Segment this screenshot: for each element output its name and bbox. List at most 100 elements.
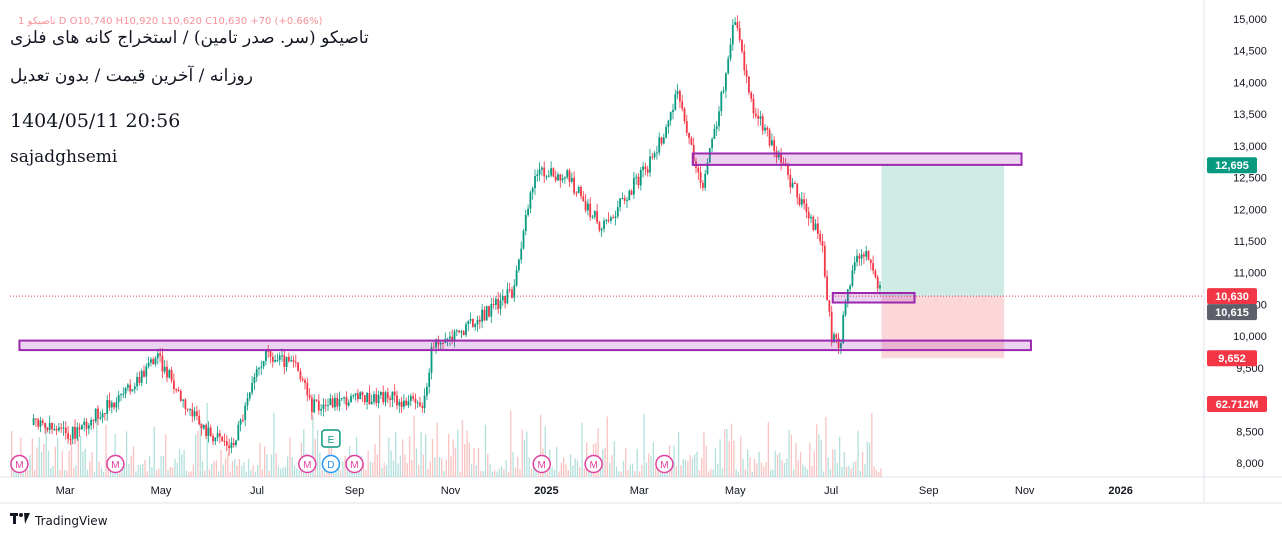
candle-body [462, 331, 465, 336]
volume-bar [411, 460, 413, 477]
candle-body [382, 392, 385, 403]
volume-bar [459, 472, 461, 477]
volume-bar [188, 471, 190, 477]
candle-body [32, 418, 35, 425]
volume-bar [747, 449, 749, 477]
candle-body [745, 70, 748, 77]
volume-bar [282, 467, 284, 477]
volume-bar [245, 471, 247, 477]
candle-body [672, 109, 674, 113]
candle-body [407, 401, 410, 406]
candle-body [754, 113, 757, 116]
candle-body [568, 170, 571, 182]
volume-bar [395, 432, 397, 477]
candle-body [239, 419, 242, 425]
candle-body [738, 27, 741, 40]
candle-body [830, 311, 833, 343]
volume-bar [234, 459, 236, 477]
volume-bar [691, 458, 694, 477]
volume-bar [615, 466, 618, 477]
volume-bar [224, 458, 227, 477]
volume-bar [144, 459, 146, 477]
candle-body [743, 51, 746, 71]
volume-bar [581, 422, 583, 477]
volume-bar [556, 446, 558, 477]
volume-bar [636, 448, 638, 477]
candle-body [541, 167, 543, 170]
tradingview-brand[interactable]: TradingView [10, 513, 108, 528]
candle-body [311, 397, 313, 413]
candle-body [665, 127, 667, 138]
volume-bar [735, 469, 737, 477]
volume-bar [622, 460, 625, 477]
volume-bar [107, 466, 109, 477]
volume-bar [250, 470, 252, 477]
volume-bar [530, 469, 533, 477]
candle-body [858, 255, 861, 259]
volume-bar [811, 465, 813, 477]
candle-body [582, 196, 585, 202]
candle-body [435, 339, 437, 348]
volume-bar [457, 429, 459, 477]
candle-body [603, 220, 605, 229]
volume-bar [786, 458, 788, 477]
candle-body [159, 353, 161, 356]
candle-body [607, 219, 610, 221]
volume-bar [505, 460, 507, 477]
candle-body [455, 330, 458, 332]
candle-body [561, 178, 564, 181]
candle-body [504, 295, 506, 304]
candle-body [90, 420, 92, 426]
price-label-text: 10,630 [1215, 291, 1249, 303]
volume-bar [859, 470, 861, 477]
volume-bar [703, 431, 705, 477]
volume-bar [91, 452, 93, 477]
volume-bar [772, 469, 774, 477]
candle-body [143, 370, 145, 377]
candle-body [350, 396, 352, 403]
candle-body [161, 355, 164, 372]
volume-bar [613, 441, 615, 477]
candle-body [58, 427, 60, 431]
volume-bar [514, 467, 516, 477]
volume-bar [450, 456, 452, 477]
volume-bar [724, 429, 726, 477]
volume-bar [740, 436, 742, 477]
candle-body [269, 351, 272, 357]
volume-bar [229, 472, 231, 477]
volume-bars [11, 403, 882, 477]
candle-body [557, 174, 559, 181]
volume-bar [779, 452, 781, 477]
volume-bar [834, 449, 836, 477]
volume-bar [52, 466, 54, 477]
candle-body [198, 415, 201, 424]
volume-bar [105, 424, 107, 477]
candle-body [860, 254, 863, 259]
volume-bar [498, 468, 500, 477]
volume-bar [625, 447, 627, 477]
candle-body [649, 156, 651, 173]
candle-body [734, 22, 736, 25]
volume-bar [650, 455, 652, 477]
volume-bar [825, 417, 827, 477]
volume-bar [648, 453, 650, 477]
volume-bar [843, 451, 845, 477]
candle-body [386, 392, 389, 399]
volume-bar [710, 469, 712, 477]
volume-bar [477, 447, 480, 477]
candle-body [301, 378, 304, 381]
volume-bar [280, 468, 282, 477]
candle-body [849, 285, 851, 290]
volume-bar [238, 459, 240, 477]
candle-body [731, 25, 734, 45]
candle-body [186, 408, 189, 410]
candle-body [513, 285, 516, 298]
candle-body [547, 175, 550, 177]
candle-body [727, 58, 730, 74]
candle-body [168, 370, 171, 378]
volume-bar [813, 451, 815, 477]
candle-body [729, 44, 732, 59]
candle-body [74, 426, 76, 439]
candle-body [232, 442, 235, 446]
